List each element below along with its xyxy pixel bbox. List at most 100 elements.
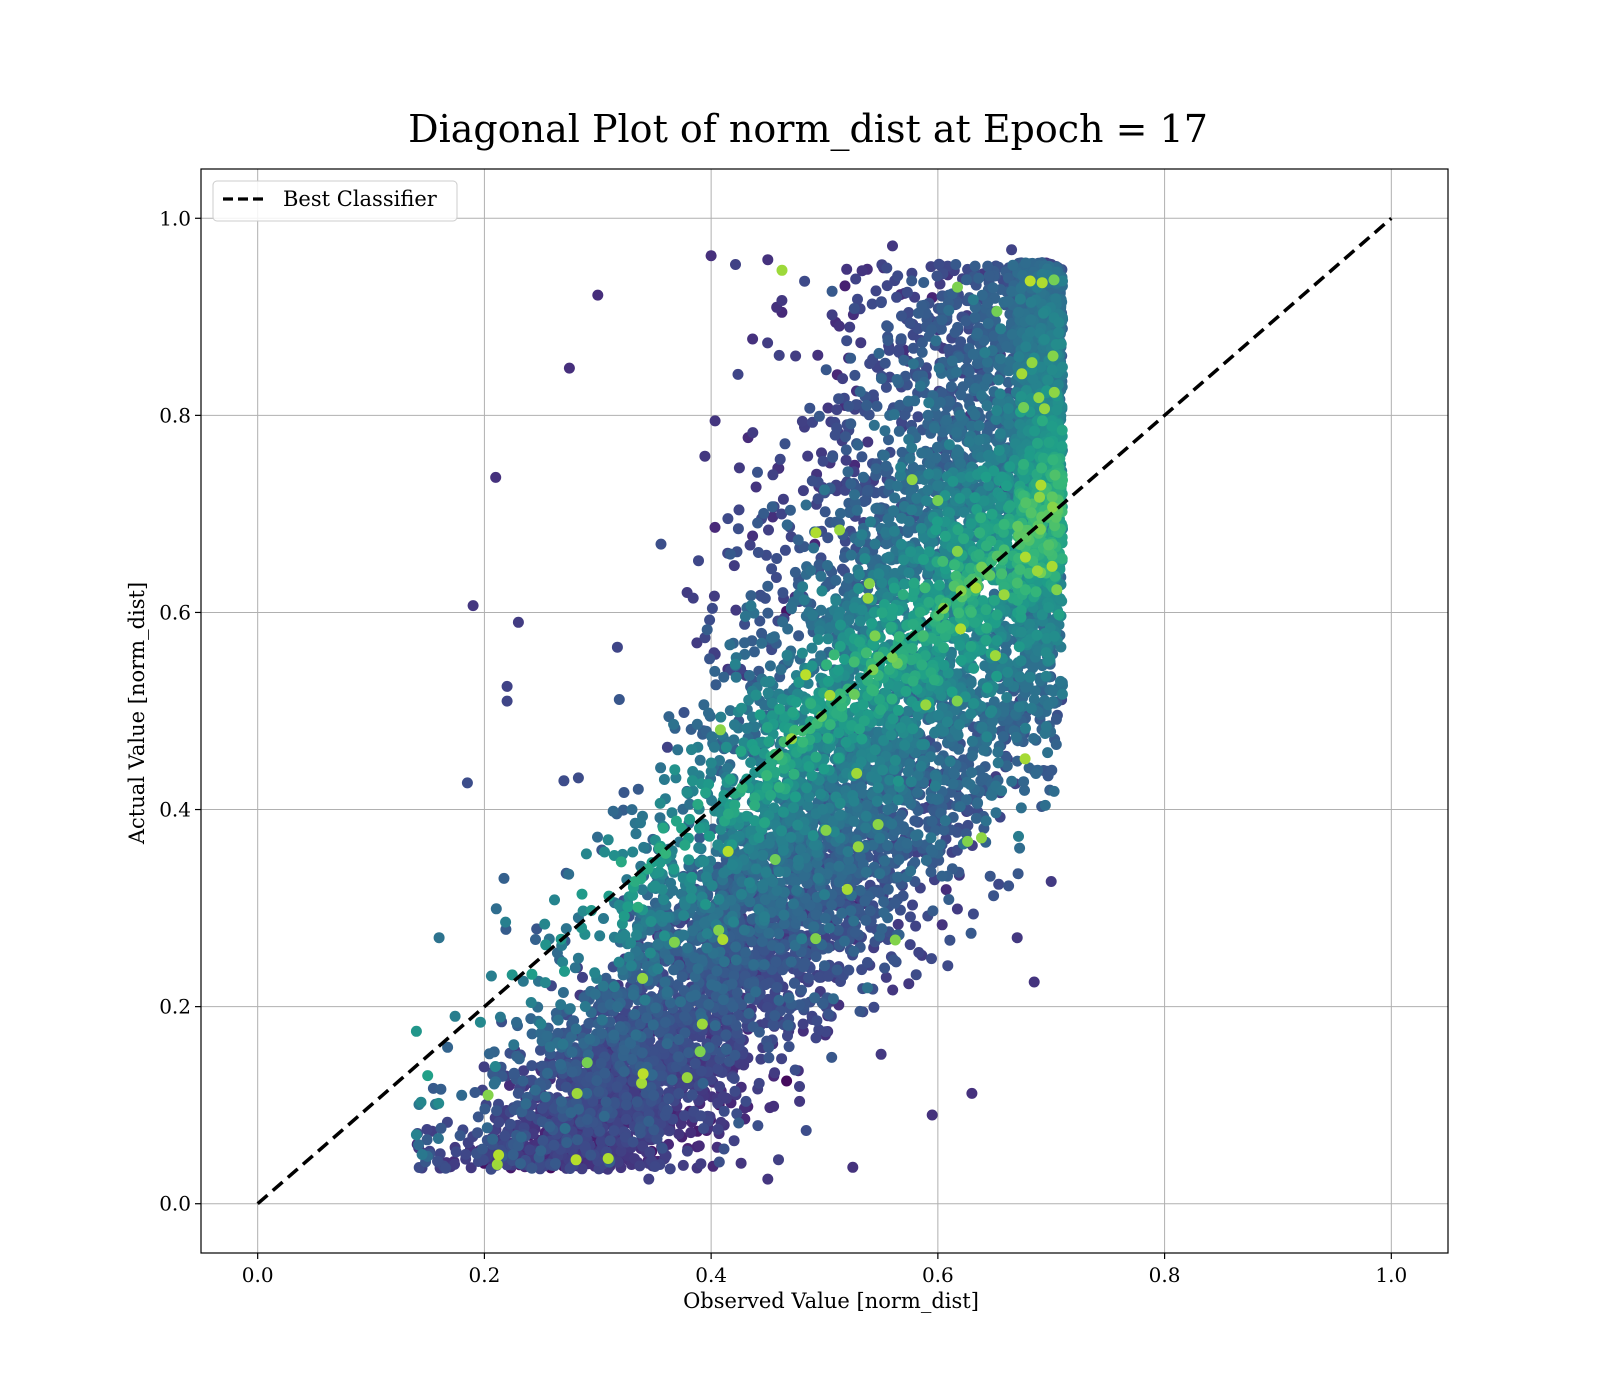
- scatter-point: [870, 285, 882, 297]
- scatter-point: [797, 1018, 809, 1030]
- scatter-point: [982, 318, 994, 329]
- scatter-point: [728, 1135, 740, 1147]
- scatter-point: [916, 346, 928, 358]
- scatter-point: [904, 911, 916, 923]
- scatter-point: [879, 357, 891, 369]
- scatter-point: [945, 381, 957, 393]
- scatter-point: [871, 400, 883, 412]
- scatter-point: [857, 471, 869, 483]
- scatter-point: [673, 1034, 685, 1045]
- scatter-point: [604, 1135, 616, 1147]
- scatter-point: [677, 1159, 689, 1171]
- scatter-point: [849, 926, 861, 938]
- scatter-point: [745, 590, 757, 602]
- scatter-point: [843, 400, 855, 412]
- scatter-point: [926, 815, 938, 827]
- scatter-point: [566, 1046, 578, 1058]
- scatter-point: [822, 402, 834, 414]
- scatter-point: [794, 1095, 806, 1107]
- scatter-point: [840, 431, 851, 443]
- scatter-point: [766, 563, 778, 575]
- scatter-point: [661, 1104, 673, 1116]
- scatter-point: [644, 1146, 656, 1158]
- scatter-point: [583, 1017, 595, 1029]
- scatter-point: [726, 978, 738, 990]
- scatter-point: [840, 454, 852, 466]
- scatter-point: [767, 469, 779, 481]
- scatter-point: [750, 481, 762, 493]
- scatter-point: [756, 627, 768, 639]
- scatter-point: [777, 493, 789, 505]
- scatter-point: [518, 1065, 530, 1077]
- scatter-point: [766, 501, 778, 513]
- scatter-point: [628, 1086, 640, 1098]
- scatter-point: [779, 438, 791, 450]
- scatter-point: [712, 1097, 724, 1109]
- scatter-point: [608, 1125, 620, 1137]
- scatter-point: [793, 630, 805, 642]
- scatter-point: [705, 250, 717, 262]
- scatter-point: [743, 1008, 755, 1019]
- scatter-point: [733, 504, 745, 516]
- scatter-point: [944, 934, 956, 946]
- scatter-point: [1011, 932, 1023, 944]
- scatter-point: [685, 1127, 697, 1139]
- scatter-point: [855, 337, 867, 349]
- scatter-point: [898, 354, 910, 366]
- scatter-point: [634, 1160, 646, 1172]
- scatter-point: [841, 335, 853, 347]
- scatter-point: [773, 1154, 784, 1166]
- scatter-point: [664, 1163, 676, 1175]
- scatter-point: [826, 1051, 838, 1063]
- scatter-point: [732, 368, 744, 380]
- scatter-point: [1028, 976, 1040, 988]
- scatter-point: [661, 1038, 673, 1050]
- scatter-point: [854, 851, 866, 863]
- scatter-point: [739, 637, 750, 649]
- scatter-point: [733, 1117, 745, 1129]
- scatter-point: [655, 538, 667, 550]
- scatter-point: [826, 309, 838, 321]
- scatter-point: [881, 262, 893, 274]
- scatter-point: [744, 539, 756, 551]
- scatter-point: [648, 1089, 660, 1101]
- scatter-point: [730, 259, 741, 270]
- scatter-point: [833, 320, 845, 332]
- scatter-point: [912, 411, 924, 423]
- scatter-point: [845, 478, 857, 490]
- scatter-point: [822, 532, 834, 544]
- scatter-point: [627, 1136, 639, 1148]
- scatter-point: [600, 1096, 612, 1108]
- scatter-point: [837, 373, 849, 385]
- scatter-point: [698, 1123, 709, 1134]
- scatter-point: [845, 418, 857, 430]
- scatter-point: [650, 1002, 662, 1014]
- scatter-point: [620, 1113, 632, 1125]
- scatter-point: [861, 399, 873, 411]
- scatter-point: [936, 919, 948, 931]
- scatter-point: [558, 775, 570, 787]
- scatter-point: [889, 897, 901, 909]
- scatter-point: [892, 918, 904, 930]
- scatter-point: [693, 555, 704, 567]
- scatter-point: [813, 1024, 825, 1036]
- scatter-point: [773, 994, 785, 1006]
- scatter-point: [618, 1066, 630, 1077]
- scatter-point: [560, 1081, 572, 1093]
- scatter-point: [844, 321, 856, 333]
- scatter-point: [882, 335, 894, 346]
- scatter-point: [1045, 876, 1057, 887]
- scatter-point: [555, 1096, 567, 1107]
- scatter-point: [790, 350, 802, 362]
- scatter-point: [969, 311, 981, 323]
- scatter-point: [421, 1124, 433, 1135]
- scatter-point: [982, 260, 994, 272]
- scatter-point: [747, 427, 759, 439]
- scatter-point: [893, 854, 905, 866]
- scatter-point: [508, 1067, 520, 1079]
- scatter-point: [784, 504, 796, 516]
- scatter-point: [841, 263, 853, 275]
- scatter-point: [779, 544, 791, 556]
- scatter-point: [875, 297, 887, 309]
- scatter-point: [712, 1063, 724, 1075]
